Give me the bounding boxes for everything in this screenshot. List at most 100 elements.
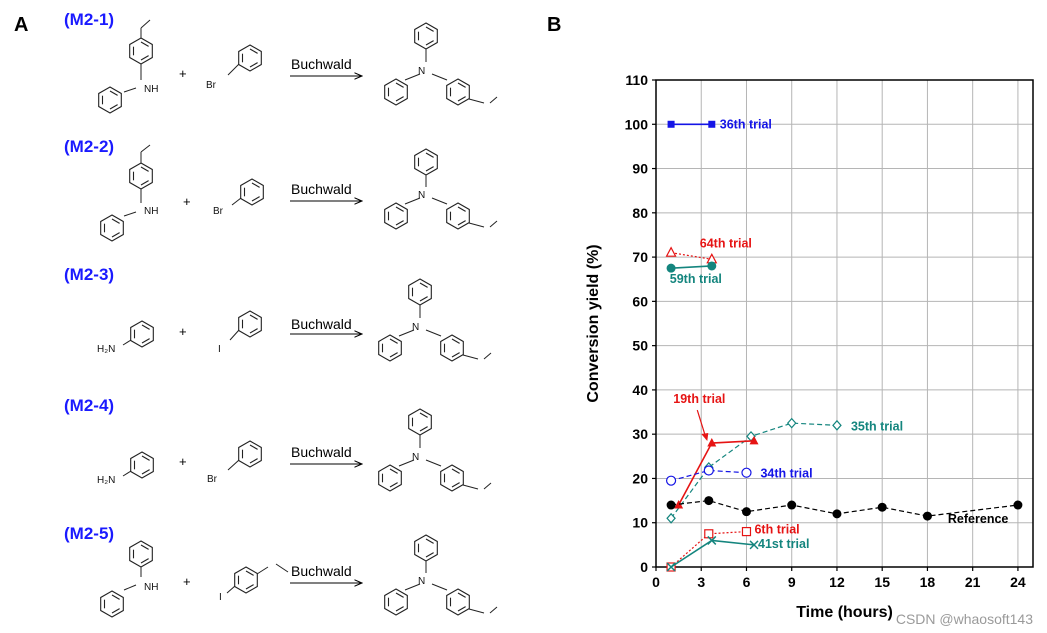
plus-sign-3: + <box>179 324 187 339</box>
product-triarylamine-3 <box>378 278 492 362</box>
x-tick-label: 12 <box>829 574 845 590</box>
series-label: 64th trial <box>700 236 752 250</box>
series-labels: 36th trial 64th trial 59th trial 35th trial… <box>670 117 1009 551</box>
y-tick-label: 50 <box>632 338 648 354</box>
data-point <box>832 509 842 519</box>
atom-label-n-5: N <box>418 576 425 587</box>
series-6th-trial <box>666 526 752 572</box>
data-point <box>707 535 717 545</box>
x-tick-label: 24 <box>1010 574 1026 590</box>
reactant-phenyl-aminopyrimidine-5 <box>100 540 153 618</box>
series-41st-trial <box>666 535 759 572</box>
series-line <box>671 499 1018 517</box>
y-tick-label: 10 <box>632 515 648 531</box>
reaction-arrows <box>290 76 362 583</box>
arrow-label-1: Buchwald <box>291 56 352 72</box>
series-line <box>670 252 712 260</box>
data-point <box>749 540 759 550</box>
plus-sign-1: + <box>179 66 187 81</box>
atom-label-h2n-3: H₂N <box>97 344 115 355</box>
series-label: Reference <box>948 512 1008 526</box>
x-tick-label: 21 <box>965 574 981 590</box>
reactant-aniline-3 <box>122 320 154 348</box>
y-tick-label: 30 <box>632 426 648 442</box>
reactant-aniline-4 <box>122 451 154 479</box>
reaction-id-m2-5: (M2-5) <box>64 524 115 543</box>
reaction-id-m2-1: (M2-1) <box>64 10 115 29</box>
arrow-label-4: Buchwald <box>291 444 352 460</box>
data-point <box>666 500 676 510</box>
reaction-id-m2-2: (M2-2) <box>64 137 115 156</box>
annotation-label: 19th trial <box>673 392 725 406</box>
data-point <box>666 512 676 524</box>
series-label: 35th trial <box>851 419 903 433</box>
data-point <box>707 261 717 271</box>
series-label: 6th trial <box>754 523 799 537</box>
x-tick-label: 6 <box>743 574 751 590</box>
product-triarylamine-2 <box>384 148 498 230</box>
arrow-label-3: Buchwald <box>291 316 352 332</box>
y-tick-label: 60 <box>632 293 648 309</box>
product-triarylamine-1 <box>384 22 498 106</box>
x-tick-label: 15 <box>874 574 890 590</box>
atom-label-nh-2: NH <box>144 206 158 217</box>
arrow-label-5: Buchwald <box>291 563 352 579</box>
plus-sign-4: + <box>179 454 187 469</box>
reactant-iodoanisole-5 <box>226 563 289 594</box>
data-point <box>666 263 676 273</box>
data-point <box>922 511 932 521</box>
y-tick-label: 70 <box>632 249 648 265</box>
atom-label-n-2: N <box>418 190 425 201</box>
y-tick-label: 20 <box>632 470 648 486</box>
atom-label-br-4: Br <box>207 474 218 485</box>
plus-sign-5: + <box>183 574 191 589</box>
data-point <box>665 475 677 486</box>
y-tick-label: 40 <box>632 382 648 398</box>
series-reference <box>666 496 1023 521</box>
plus-sign-2: + <box>183 194 191 209</box>
data-point <box>704 496 714 506</box>
atom-label-n-1: N <box>418 66 425 77</box>
data-point <box>674 500 684 509</box>
series <box>665 120 1023 572</box>
reactant-bromobenzene-2 <box>231 178 264 206</box>
plot-frame <box>655 79 1034 568</box>
series-59th-trial <box>666 261 717 273</box>
series-label: 59th trial <box>670 272 722 286</box>
reaction-id-m2-3: (M2-3) <box>64 265 115 284</box>
y-tick-label: 110 <box>625 72 648 88</box>
y-tick-label: 100 <box>625 116 649 132</box>
x-tick-label: 9 <box>788 574 796 590</box>
series-34th-trial <box>665 465 752 486</box>
axes: 0 10 20 30 40 50 60 70 80 90 100 110 0 3 6 9 12 15 18 21 24 <box>625 72 1034 590</box>
atom-label-i-3: I <box>218 344 221 355</box>
grid <box>655 79 1033 568</box>
series-line <box>671 265 712 269</box>
reactant-bromopyrimidine-1 <box>227 44 262 76</box>
data-point <box>877 502 887 512</box>
reaction-schemes-panel: A (M2-1) (M2-2) (M2-3) (M2-4) (M2-5) Buc… <box>14 10 498 618</box>
series-36th-trial <box>667 120 716 128</box>
product-triarylamine-5 <box>384 534 498 616</box>
series-label: 36th trial <box>720 117 772 131</box>
series-line <box>670 469 747 482</box>
atom-label-br-1: Br <box>206 80 217 91</box>
data-point <box>665 246 677 257</box>
series-label: 34th trial <box>760 467 812 481</box>
series-line <box>670 530 747 568</box>
structure-drawings: NH Br N NH Br N H₂N I N H₂N Br N NH I N <box>97 19 498 618</box>
data-point <box>707 438 717 447</box>
annotation-arrowhead <box>701 433 709 442</box>
series-19th-trial <box>674 435 759 509</box>
atom-label-n-4: N <box>412 452 419 463</box>
x-tick-label: 3 <box>697 574 705 590</box>
data-point <box>666 562 676 572</box>
reactant-methoxyphenyl-aminopyrimidine-2 <box>100 144 153 242</box>
series-label: 41st trial <box>758 537 809 551</box>
atom-label-n-3: N <box>412 322 419 333</box>
data-point <box>741 507 751 517</box>
reactant-methoxy-diphenylamine-1 <box>98 19 153 114</box>
data-point <box>741 526 752 537</box>
y-tick-label: 80 <box>632 205 648 221</box>
atom-label-i-5: I <box>219 592 222 603</box>
